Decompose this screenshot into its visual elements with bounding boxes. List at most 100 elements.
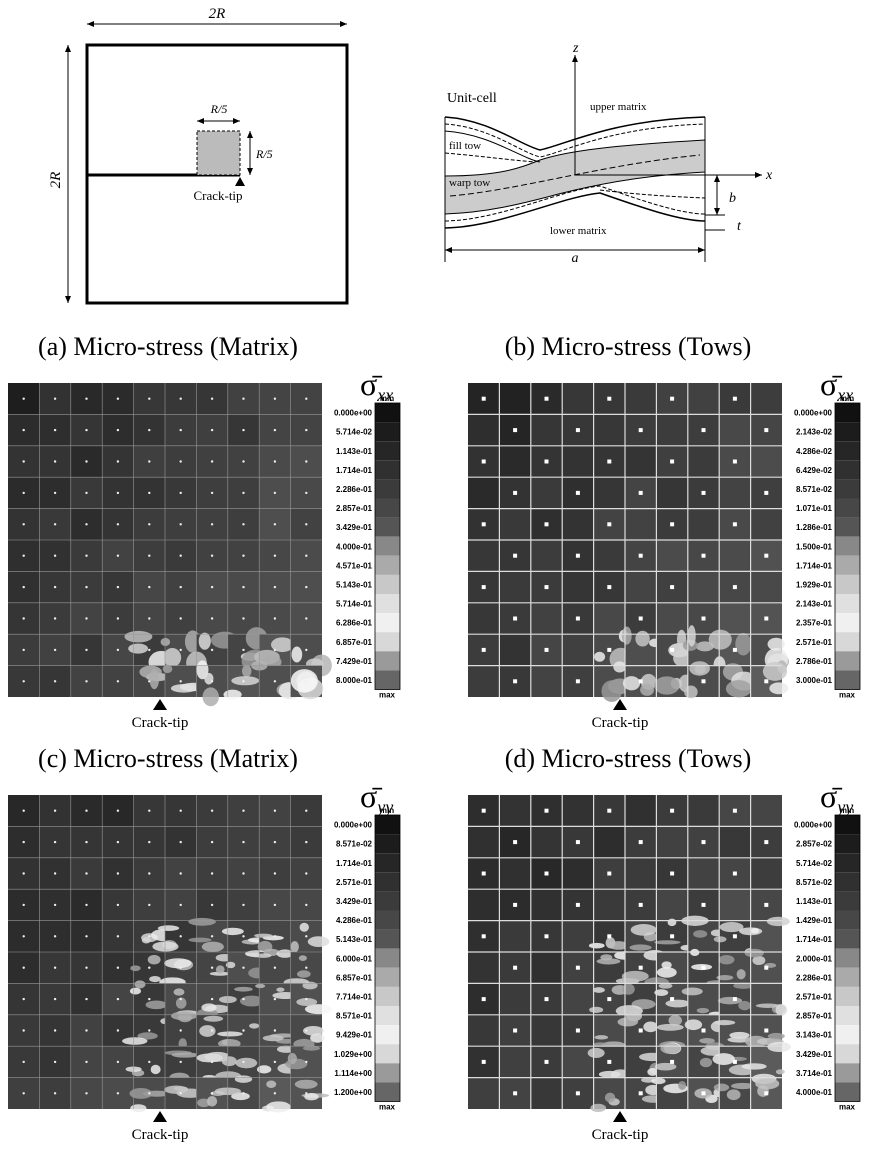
stress-blotch	[693, 930, 708, 938]
stress-blotch	[755, 1078, 780, 1090]
stress-blotch	[234, 1075, 253, 1083]
colorbar-label: 8.571e-02	[796, 878, 833, 887]
stress-blotch	[170, 684, 197, 693]
tow-crossover	[575, 553, 580, 558]
contour-cell	[468, 1077, 500, 1109]
colorbar-segment	[375, 948, 400, 968]
stress-blotch	[175, 997, 187, 1009]
colorbar-segment	[835, 613, 860, 633]
height-label: 2R	[48, 172, 64, 189]
contour-cell	[750, 445, 782, 478]
cell-dot	[85, 1092, 88, 1095]
stress-blotch	[296, 998, 318, 1007]
colorbar-segment	[375, 1044, 400, 1064]
contour-cell	[656, 414, 688, 446]
cell-dot	[116, 648, 120, 652]
contour-cell	[562, 383, 594, 415]
contour-cell	[530, 826, 563, 858]
colorbar-label: 6.857e-01	[336, 638, 373, 647]
cell-dot	[148, 460, 151, 463]
tow-crossover	[575, 902, 580, 907]
crack-tip-label: Crack-tip	[592, 715, 649, 731]
contour-cell	[468, 665, 500, 697]
tow-crossover	[513, 1091, 518, 1096]
fill-tow-dash	[444, 152, 536, 163]
cell-dot	[116, 554, 120, 557]
tow-crossover	[607, 871, 612, 876]
cell-dot	[116, 680, 120, 683]
stress-blotch	[124, 630, 153, 643]
symbol-main: σ̄	[360, 366, 382, 402]
cell-dot	[273, 966, 277, 969]
cell-dot	[242, 809, 245, 812]
tow-crossover	[607, 934, 612, 939]
cell-dot	[22, 997, 25, 1001]
colorbar-segment	[375, 594, 400, 614]
contour-cell	[562, 445, 594, 478]
colorbar-segment	[375, 479, 400, 499]
colorbar-segment	[375, 498, 400, 518]
stress-blotch	[128, 643, 149, 654]
stress-blotch	[713, 1083, 730, 1092]
stress-blotch	[302, 981, 318, 990]
stress-blotch	[290, 941, 299, 953]
cell-dot	[116, 491, 120, 495]
cell-dot	[22, 680, 25, 683]
contour-cell	[499, 857, 531, 890]
stress-blotch	[654, 676, 680, 695]
cell-dot	[22, 1092, 25, 1095]
stress-blotch	[130, 1104, 147, 1113]
stress-blotch	[302, 1045, 321, 1051]
tow-crossover	[638, 490, 643, 495]
colorbar-segment	[835, 670, 860, 690]
stress-blotch	[755, 1003, 780, 1008]
tow-crossover	[764, 679, 769, 684]
stress-blotch	[249, 1023, 260, 1029]
tow-crossover	[513, 965, 518, 970]
cell-dot	[22, 809, 25, 812]
colorbar-segment	[835, 651, 860, 671]
tow-crossover	[607, 459, 612, 464]
box-width-label: R/5	[210, 102, 228, 116]
stress-blotch	[617, 1017, 639, 1027]
stress-blotch	[684, 1019, 703, 1031]
cell-dot	[22, 872, 25, 875]
colorbar-label: 5.143e-01	[336, 935, 373, 944]
colorbar-segment	[375, 441, 400, 461]
stress-blotch	[287, 1052, 297, 1065]
tow-crossover	[701, 1091, 706, 1096]
tow-crossover	[638, 553, 643, 558]
stress-blotch	[262, 1035, 284, 1042]
colorbar-segment	[835, 403, 860, 423]
colorbar-label: 1.714e-01	[796, 561, 833, 570]
colorbar-segment	[835, 1025, 860, 1045]
cell-dot	[116, 460, 120, 463]
cell-dot	[116, 523, 120, 526]
contour-cell	[562, 508, 594, 540]
tow-crossover	[638, 1028, 643, 1033]
stress-blotch	[255, 983, 266, 989]
tow-crossover	[670, 585, 675, 590]
contour-cell	[625, 508, 657, 540]
tow-crossover	[481, 1059, 486, 1064]
cell-dot	[305, 1060, 308, 1064]
colorbar-label: 0.000e+00	[794, 821, 833, 830]
colorbar-frame	[374, 402, 401, 690]
cell-dot	[242, 397, 245, 400]
z-label: z	[572, 41, 579, 56]
stress-blotch	[594, 1035, 609, 1040]
colorbar-label: 0.000e+00	[794, 409, 833, 418]
colorbar-label: 6.286e-01	[336, 619, 373, 628]
colorbar-frame	[834, 814, 861, 1102]
stress-blotch	[729, 1031, 750, 1039]
tow-crossover	[732, 934, 737, 939]
stress-blotch	[621, 626, 632, 645]
cell-dot	[148, 397, 151, 400]
colorbar-max: max	[379, 691, 396, 700]
stress-blotch	[696, 1007, 710, 1014]
cell-dot	[273, 840, 277, 844]
tow-crossover	[701, 428, 706, 433]
colorbar-label: 2.000e-01	[796, 954, 833, 963]
cell-dot	[210, 966, 214, 969]
colorbar-segment	[375, 1063, 400, 1083]
